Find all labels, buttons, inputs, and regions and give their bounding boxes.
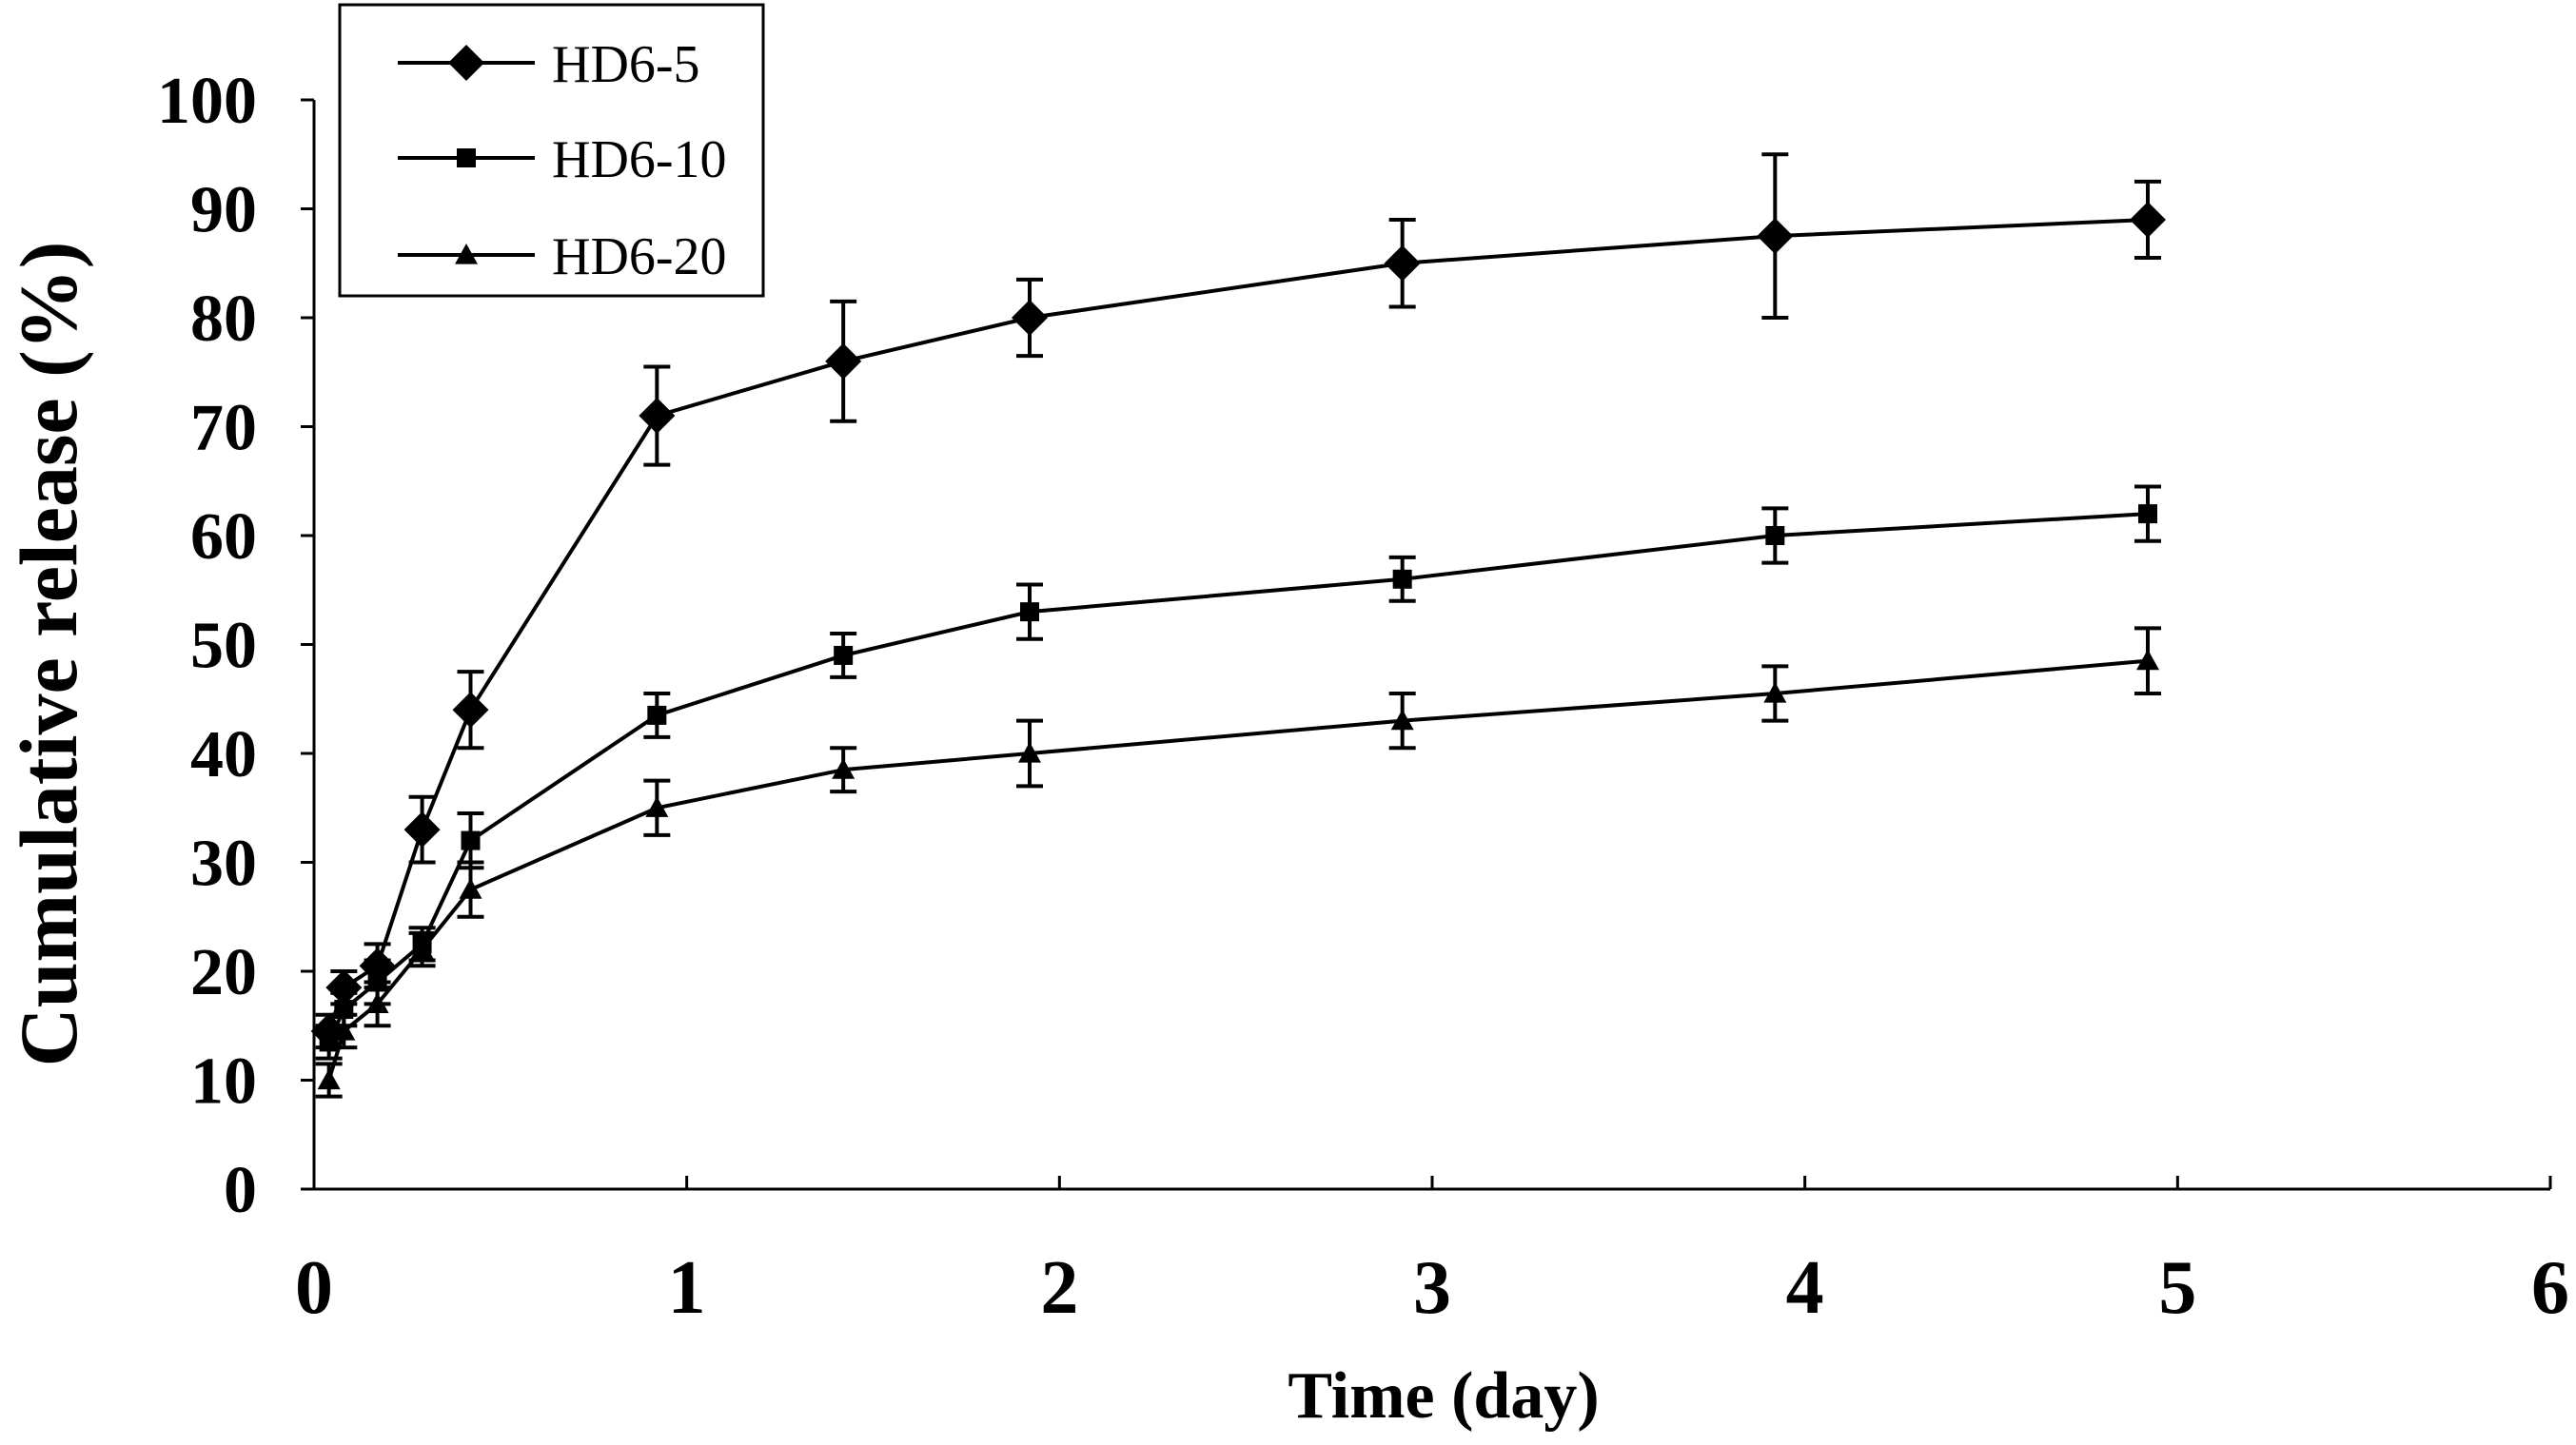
y-tick-label: 50 bbox=[190, 610, 257, 683]
data-point bbox=[459, 878, 482, 899]
data-point bbox=[1390, 709, 1414, 731]
data-point bbox=[1763, 682, 1787, 703]
series-line bbox=[326, 512, 2149, 1044]
x-tick-label: 2 bbox=[1040, 1246, 1078, 1330]
legend-label: HD6-20 bbox=[552, 227, 727, 286]
data-point bbox=[410, 938, 434, 959]
data-point bbox=[332, 1019, 356, 1041]
y-tick-label: 100 bbox=[157, 65, 257, 138]
legend-label: HD6-10 bbox=[552, 130, 727, 189]
x-axis-label: Time (day) bbox=[1288, 1359, 1599, 1433]
series-line bbox=[326, 658, 2149, 1082]
legend-box bbox=[338, 3, 765, 298]
data-point bbox=[1012, 300, 1048, 336]
legend-label: HD6-5 bbox=[552, 35, 700, 94]
data-point bbox=[1757, 218, 1794, 255]
y-tick-label: 70 bbox=[190, 392, 257, 465]
y-tick-label: 60 bbox=[190, 500, 257, 574]
series-hd6-10 bbox=[315, 484, 2161, 1061]
y-tick-label: 90 bbox=[190, 174, 257, 247]
legend: HD6-5 HD6-10 HD6-20 bbox=[338, 3, 765, 298]
y-tick-label: 40 bbox=[190, 718, 257, 791]
data-point bbox=[834, 645, 854, 665]
data-point bbox=[317, 1068, 341, 1090]
data-point bbox=[825, 342, 862, 380]
data-point bbox=[1392, 569, 1412, 589]
data-point bbox=[639, 398, 676, 435]
data-point bbox=[645, 796, 669, 817]
data-point bbox=[452, 692, 489, 729]
legend-marker bbox=[455, 244, 478, 264]
y-tick-label: 0 bbox=[224, 1154, 257, 1227]
data-point bbox=[647, 705, 667, 725]
data-point bbox=[2130, 201, 2166, 238]
data-point bbox=[365, 992, 389, 1013]
x-tick-label: 0 bbox=[295, 1246, 333, 1330]
data-point bbox=[1020, 602, 1039, 622]
data-point bbox=[1018, 742, 1041, 763]
x-tick-label: 3 bbox=[1413, 1246, 1451, 1330]
data-point bbox=[325, 969, 363, 1006]
x-tick-label: 6 bbox=[2531, 1246, 2569, 1330]
data-point bbox=[832, 758, 855, 779]
x-tick-label: 5 bbox=[2158, 1246, 2196, 1330]
data-point bbox=[1765, 526, 1785, 545]
y-tick-label: 30 bbox=[190, 828, 257, 901]
data-point bbox=[403, 811, 441, 849]
x-tick-label: 1 bbox=[668, 1246, 706, 1330]
series-line bbox=[326, 217, 2149, 1032]
y-tick-label: 80 bbox=[190, 283, 257, 356]
data-point bbox=[1384, 244, 1421, 282]
data-point bbox=[2138, 504, 2157, 524]
y-tick-label: 20 bbox=[190, 936, 257, 1009]
y-axis-label: Cumulative release (%) bbox=[3, 242, 94, 1067]
legend-marker bbox=[457, 148, 476, 167]
legend-marker bbox=[448, 45, 484, 81]
x-tick-label: 4 bbox=[1786, 1246, 1824, 1330]
data-point bbox=[2136, 649, 2159, 671]
y-tick-label: 10 bbox=[190, 1045, 257, 1119]
series-hd6-20 bbox=[315, 626, 2161, 1099]
data-point bbox=[461, 830, 481, 850]
